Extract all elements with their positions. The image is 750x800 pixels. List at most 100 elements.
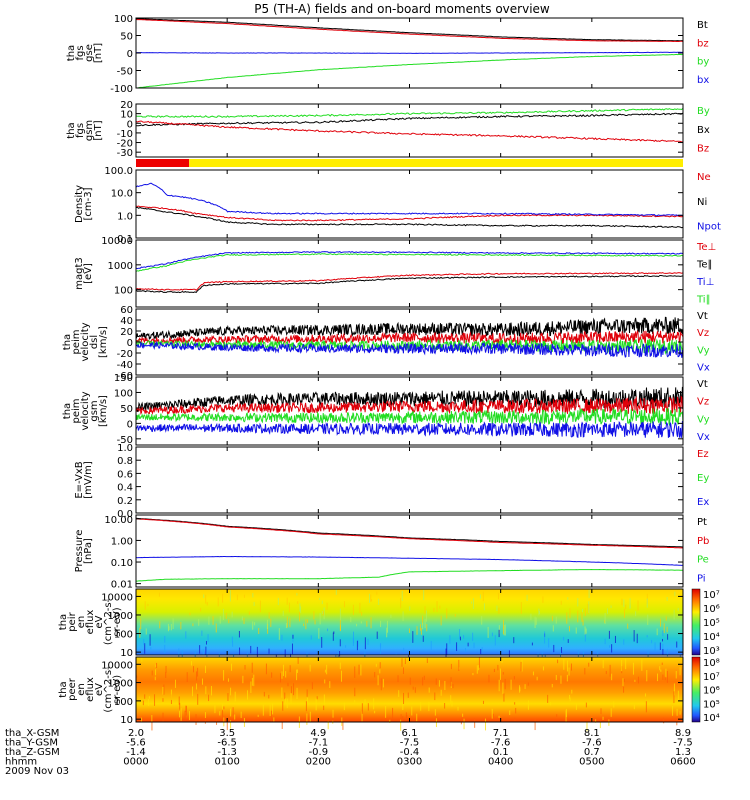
spectrogram-streak <box>332 709 334 718</box>
spectrogram-streak <box>230 720 232 729</box>
spectrogram-streak <box>262 704 264 716</box>
spectrogram-streak <box>531 642 533 646</box>
spectrogram-streak <box>256 646 258 658</box>
series-line-bx <box>136 51 683 54</box>
spectrogram-streak <box>136 675 138 678</box>
legend-bx: Bx <box>697 125 710 136</box>
spectrogram-streak <box>270 710 272 723</box>
spectrogram-streak <box>532 671 534 676</box>
spectrogram-streak <box>623 678 625 682</box>
spectrogram-streak <box>570 663 572 671</box>
y-tick-label: -50 <box>117 435 133 446</box>
spectrogram-streak <box>647 650 649 658</box>
spectrogram-streak <box>306 713 308 725</box>
spectrogram-streak <box>185 705 187 716</box>
spectrogram-streak <box>208 616 210 625</box>
spectrogram-streak <box>179 702 181 710</box>
spectrogram-streak <box>282 701 284 711</box>
spectrogram-streak <box>321 610 323 615</box>
spectrogram-streak <box>179 711 181 718</box>
spectrogram-streak <box>278 628 280 640</box>
spectrogram-streak <box>600 708 602 715</box>
spectrogram-streak <box>675 671 677 679</box>
x-tick-label: 0.1 <box>493 747 509 758</box>
y-axis-label: [cm-3] <box>83 187 94 220</box>
spectrogram-streak <box>555 674 557 681</box>
series-line-pb <box>136 518 683 549</box>
spectrogram-streak <box>367 638 369 645</box>
spectrogram-streak <box>450 695 452 704</box>
spectrogram-streak <box>565 708 567 718</box>
spectrogram-streak <box>238 630 240 638</box>
spectrogram-streak <box>450 677 452 687</box>
spectrogram-streak <box>451 700 453 707</box>
spectrogram-streak <box>140 717 142 723</box>
spectrogram-streak <box>270 618 272 627</box>
spectrogram-streak <box>414 687 416 693</box>
spectrogram-streak <box>186 672 188 682</box>
y-axis-label: (cm^2-s- <box>103 666 114 713</box>
spectrogram-streak <box>422 635 424 642</box>
spectrogram-streak <box>333 631 335 634</box>
y-tick-label: -30 <box>117 148 133 159</box>
y-tick-label: 50 <box>120 32 133 43</box>
spectrogram-streak <box>496 605 498 612</box>
spectrogram-streak <box>227 678 229 682</box>
y-axis-label: peir <box>67 611 78 631</box>
spectrogram-streak <box>403 692 405 705</box>
spectrogram-streak <box>629 598 631 609</box>
spectrogram-streak <box>656 628 658 636</box>
y-axis-label: eV <box>94 615 105 628</box>
spectrogram-streak <box>343 601 345 608</box>
spectrogram-streak <box>504 678 506 690</box>
y-tick-label: 0 <box>127 49 133 60</box>
spectrogram-streak <box>219 616 221 624</box>
spectrogram-streak <box>329 681 331 688</box>
spectrogram-streak <box>243 617 245 625</box>
spectrogram-streak <box>281 721 283 729</box>
y-tick-label: 0.8 <box>117 456 133 467</box>
spectrogram-streak <box>502 619 504 629</box>
spectrogram-streak <box>464 648 466 652</box>
spectrogram-streak <box>659 666 661 671</box>
spectrogram-streak <box>214 705 216 714</box>
spectrogram-streak <box>156 662 158 668</box>
spectrogram-streak <box>217 597 219 607</box>
legend-bz: bz <box>697 38 709 49</box>
spectrogram-streak <box>311 682 313 690</box>
spectrogram-streak <box>222 608 224 620</box>
spectrogram-streak <box>673 683 675 696</box>
spectrogram-streak <box>577 598 579 607</box>
x-axis-labels: tha_X-GSM 2.0 3.5 4.9 6.1 7.1 8.1 8.9 tha_Y-GSM -… <box>5 728 696 777</box>
y-tick-label: 0.2 <box>117 496 133 507</box>
spectrogram-streak <box>305 701 307 712</box>
x-tick-label: -7.1 <box>309 738 329 749</box>
spectrogram-streak <box>482 700 484 704</box>
legend-ti⊥: Ti⊥ <box>696 277 714 288</box>
spectrogram-streak <box>240 711 242 719</box>
spectrogram-streak <box>149 634 151 646</box>
spectrogram-streak <box>375 663 377 667</box>
spectrogram-streak <box>406 715 408 719</box>
spectrogram-streak <box>364 699 366 704</box>
spectrogram-streak <box>667 634 669 640</box>
spectrogram-streak <box>563 636 565 641</box>
spectrogram-streak <box>458 659 460 671</box>
y-tick-label: 1.00 <box>111 536 133 547</box>
spectrogram-streak <box>457 706 459 711</box>
spectrogram-streak <box>513 676 515 680</box>
spectrogram-streak <box>361 611 363 616</box>
spectrogram-streak <box>290 692 292 704</box>
spectrogram-streak <box>151 715 153 723</box>
spectrogram-streak <box>192 686 194 697</box>
spectrogram-streak <box>180 621 182 630</box>
spectrogram-streak <box>535 617 537 625</box>
spectrogram-streak <box>281 671 283 679</box>
spectrogram-streak <box>144 601 146 610</box>
spectrogram-streak <box>662 638 664 642</box>
y-axis-label: eflux <box>85 677 96 702</box>
x-tick-label: -1.3 <box>217 747 237 758</box>
spectrogram-streak <box>654 642 656 651</box>
spectrogram-streak <box>569 694 571 700</box>
spectrogram-streak <box>423 589 425 601</box>
